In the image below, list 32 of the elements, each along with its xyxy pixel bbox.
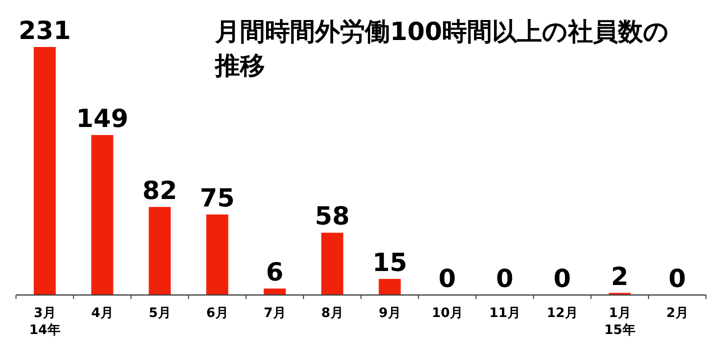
data-label: 75 — [200, 183, 235, 212]
data-label: 0 — [438, 264, 456, 293]
bar — [378, 278, 401, 295]
data-label: 231 — [18, 16, 71, 45]
x-tick-label: 3月 14年 — [29, 306, 60, 338]
bar — [264, 288, 286, 295]
x-tick-label: 10月 — [432, 306, 463, 321]
x-tick-label: 9月 — [378, 306, 401, 321]
x-tick-label: 1月 15年 — [604, 306, 636, 338]
bar — [34, 47, 56, 295]
x-tick-label: 4月 — [91, 306, 114, 321]
chart-title: 月間時間外労働100時間以上の社員数の推移 — [214, 17, 670, 80]
data-label: 58 — [314, 202, 350, 231]
data-label: 6 — [266, 258, 284, 287]
x-tick-label: 11月 — [489, 306, 520, 321]
x-tick-label: 2月 — [666, 306, 688, 321]
x-tick-label: 8月 — [321, 306, 344, 321]
data-label: 0 — [554, 264, 571, 293]
data-label: 0 — [668, 264, 686, 293]
data-label: 15 — [372, 248, 408, 277]
bar — [206, 214, 228, 295]
bar — [321, 232, 344, 295]
x-tick-label: 6月 — [206, 306, 228, 321]
bar — [148, 206, 171, 295]
data-label: 0 — [496, 264, 514, 293]
data-label: 82 — [142, 176, 178, 205]
x-tick-label: 5月 — [148, 306, 171, 321]
bar — [91, 135, 114, 295]
x-tick-label: 7月 — [264, 306, 286, 321]
data-label: 2 — [611, 262, 628, 291]
x-tick-label: 12月 — [546, 306, 578, 321]
data-label: 149 — [76, 104, 128, 134]
